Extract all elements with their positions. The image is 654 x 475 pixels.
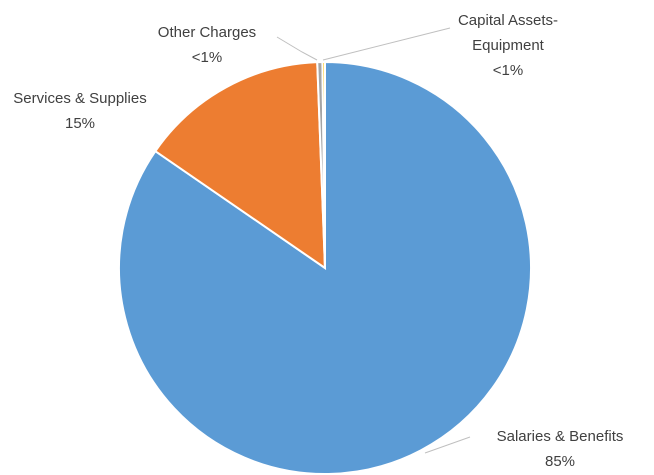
pie-slice <box>153 61 327 270</box>
data-label: Other Charges <1% <box>132 20 282 70</box>
pie-slice <box>321 60 326 269</box>
leader-line <box>276 36 318 61</box>
value-label: 15% <box>64 115 96 132</box>
data-label: Capital Assets-Equipment <1% <box>448 8 568 83</box>
leader-line <box>322 27 451 61</box>
value-label: 85% <box>544 453 576 470</box>
leader-line <box>424 436 471 454</box>
category-label: Services & Supplies <box>13 90 147 107</box>
category-label: Salaries & Benefits <box>496 428 624 445</box>
value-label: <1% <box>492 62 524 79</box>
category-label: Capital Assets-Equipment <box>457 12 559 54</box>
data-label: Salaries & Benefits 85% <box>465 424 654 474</box>
category-label: Other Charges <box>157 24 257 41</box>
data-label: Services & Supplies 15% <box>0 86 165 136</box>
value-label: <1% <box>191 49 223 66</box>
